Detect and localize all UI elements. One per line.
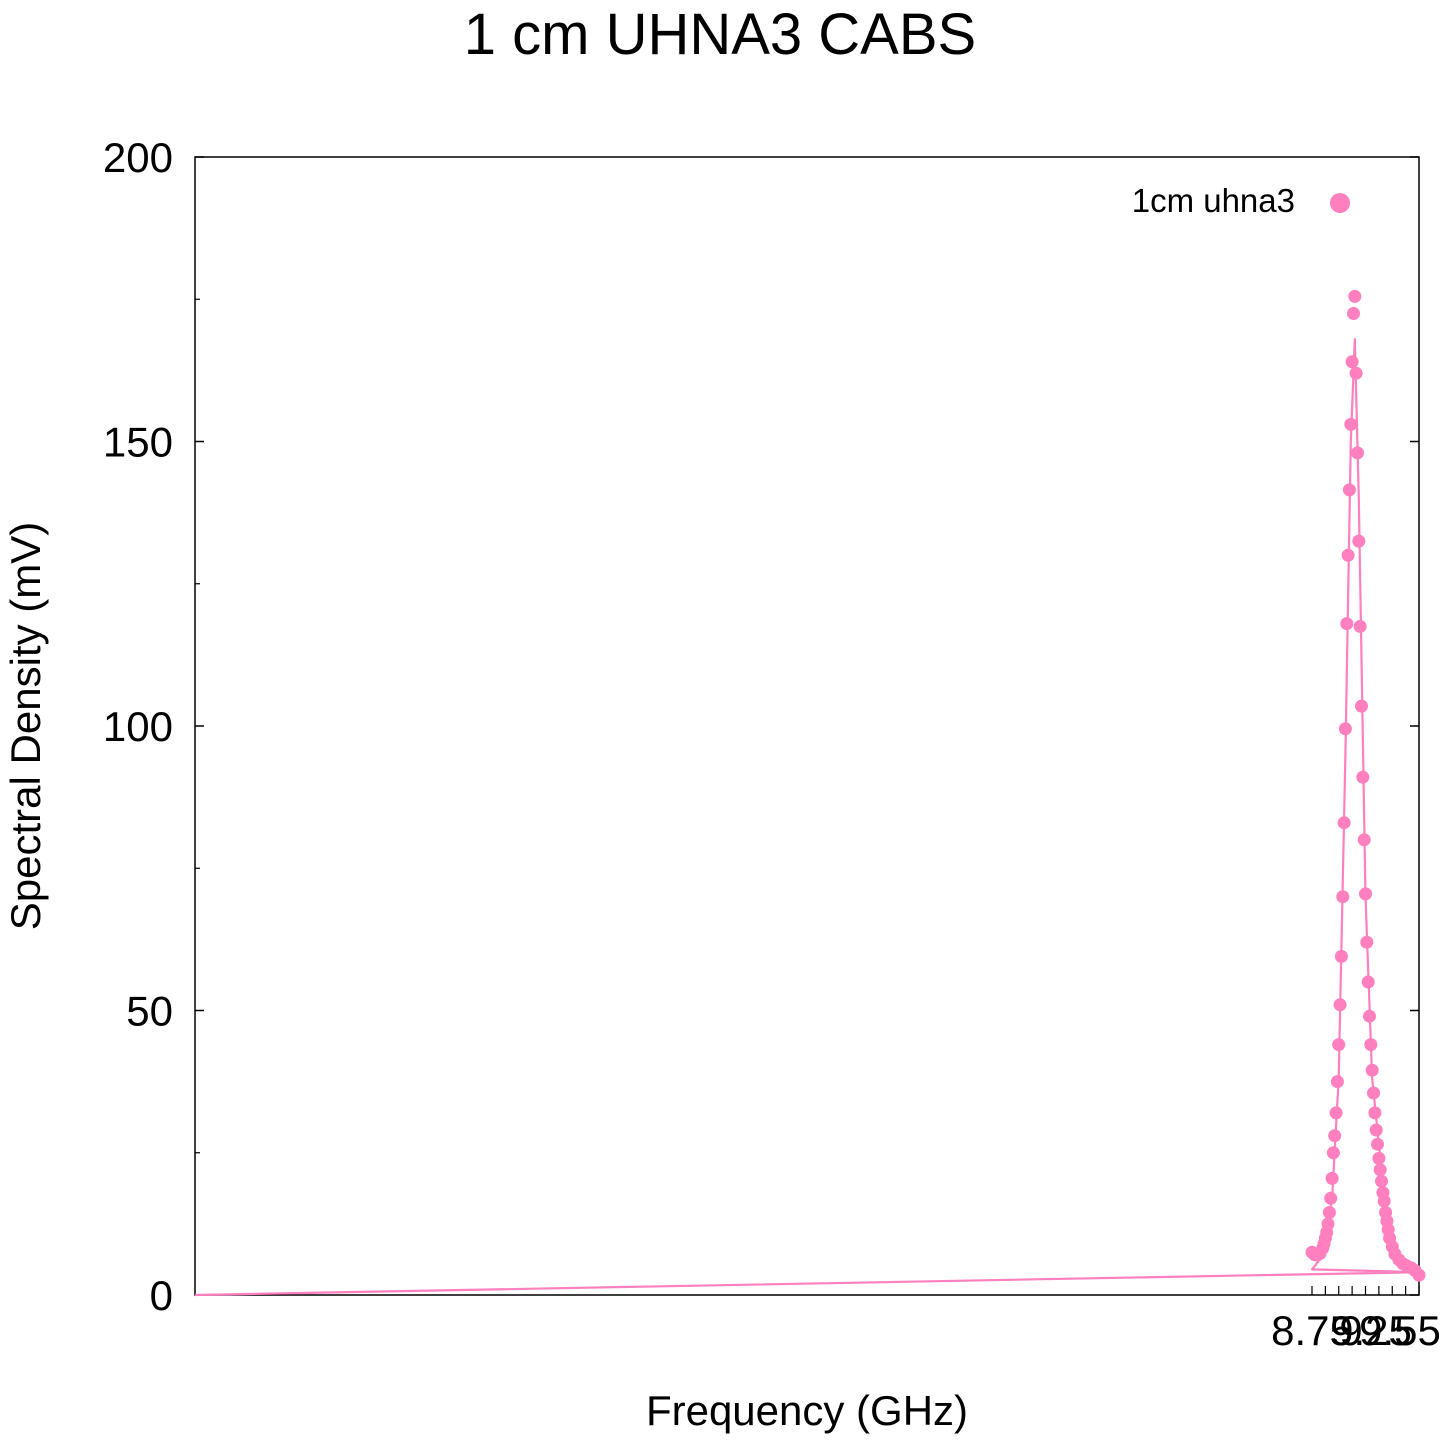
- plot-frame: [194, 156, 1420, 1296]
- legend-marker: [1330, 193, 1350, 213]
- data-point: [1321, 1217, 1335, 1231]
- x-axis-label: Frequency (GHz): [646, 1387, 968, 1434]
- data-point: [1340, 617, 1354, 631]
- y-tick-label: 50: [126, 988, 173, 1035]
- data-point: [1373, 1163, 1387, 1177]
- data-point: [1365, 1063, 1379, 1077]
- data-point: [1329, 1106, 1343, 1120]
- data-point: [1359, 887, 1372, 901]
- data-point: [1353, 619, 1367, 633]
- legend-label-1cm-uhna3: 1cm uhna3: [1132, 182, 1295, 219]
- data-point: [1333, 998, 1347, 1012]
- data-point: [1341, 548, 1355, 562]
- y-tick-label: 100: [103, 703, 173, 750]
- data-point: [1322, 1206, 1336, 1219]
- legend: 1cm uhna3: [1132, 182, 1350, 219]
- data-point: [1337, 816, 1351, 830]
- data-point: [1369, 1123, 1383, 1137]
- data-point: [1355, 699, 1368, 713]
- data-point: [1364, 1038, 1378, 1052]
- data-point: [1412, 1268, 1426, 1282]
- y-tick-label: 150: [103, 419, 173, 466]
- data-points-layer: [1305, 289, 1426, 1282]
- x-tick-label: 9: [1339, 1307, 1362, 1354]
- data-point: [1325, 1171, 1339, 1185]
- data-point: [1368, 1106, 1382, 1120]
- data-point: [1356, 770, 1370, 784]
- y-axis-ticks: 0 50 100 150 200: [103, 134, 1419, 1319]
- data-point: [1334, 949, 1348, 963]
- data-point: [1347, 307, 1360, 320]
- x-tick-label: 9.25: [1330, 1307, 1412, 1354]
- x-tick-label: 9.55: [1359, 1307, 1440, 1354]
- data-point: [1363, 1009, 1376, 1023]
- y-tick-label: 200: [103, 134, 173, 181]
- y-tick-label: 0: [150, 1272, 173, 1319]
- data-point: [1336, 890, 1350, 904]
- data-point: [1326, 1146, 1340, 1160]
- data-point: [1330, 1075, 1344, 1089]
- chart-title: 1 cm UHNA3 CABS: [464, 2, 976, 67]
- data-point: [1371, 1137, 1384, 1151]
- data-point: [1360, 935, 1374, 949]
- data-point: [1352, 534, 1366, 548]
- data-point: [1345, 355, 1359, 369]
- data-point: [1338, 722, 1352, 736]
- data-point: [1375, 1174, 1388, 1188]
- fit-curve: [194, 338, 1421, 1297]
- fit-curve-layer: [194, 338, 1421, 1297]
- data-point: [1351, 446, 1364, 460]
- data-point: [1361, 975, 1375, 989]
- data-point: [1328, 1129, 1342, 1143]
- data-point: [1367, 1086, 1380, 1100]
- data-point: [1372, 1151, 1386, 1165]
- data-point: [1324, 1191, 1338, 1205]
- y-axis-label: Spectral Density (mV): [2, 522, 49, 930]
- data-point: [1377, 1194, 1391, 1208]
- data-point: [1344, 417, 1358, 431]
- data-point: [1348, 289, 1362, 303]
- x-tick-label: 8.75: [1271, 1307, 1353, 1354]
- data-point: [1342, 483, 1356, 497]
- data-point: [1349, 366, 1363, 380]
- data-point: [1357, 833, 1371, 847]
- data-point: [1332, 1038, 1346, 1052]
